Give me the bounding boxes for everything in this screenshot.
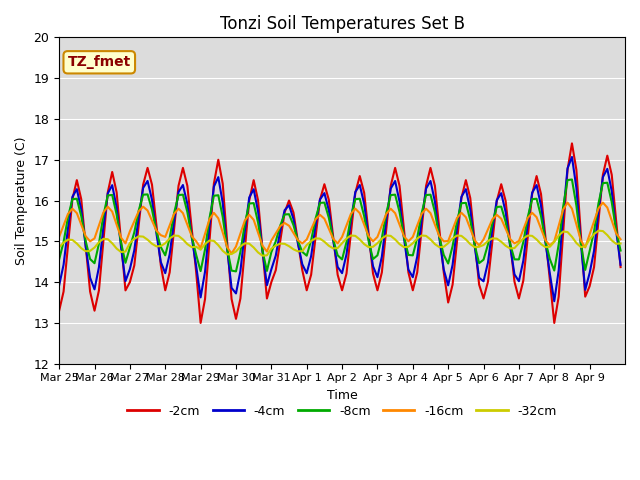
-2cm [351, 190, 359, 196]
-4cm [193, 264, 200, 269]
-4cm [550, 299, 558, 304]
Line: -32cm: -32cm [59, 231, 621, 256]
-4cm [537, 203, 545, 208]
-4cm [617, 262, 625, 268]
-16cm [290, 230, 298, 236]
Y-axis label: Soil Temperature (C): Soil Temperature (C) [15, 136, 28, 265]
-32cm [541, 244, 549, 250]
-8cm [290, 222, 298, 228]
-32cm [617, 240, 625, 246]
-2cm [55, 308, 63, 313]
-16cm [193, 239, 200, 244]
-16cm [351, 206, 359, 212]
-4cm [568, 154, 576, 160]
-16cm [599, 200, 607, 205]
Line: -2cm: -2cm [59, 144, 621, 323]
-32cm [351, 233, 359, 239]
X-axis label: Time: Time [326, 389, 358, 402]
-32cm [193, 244, 200, 250]
Line: -8cm: -8cm [59, 180, 621, 271]
-2cm [599, 172, 607, 178]
-32cm [268, 246, 275, 252]
Title: Tonzi Soil Temperatures Set B: Tonzi Soil Temperatures Set B [220, 15, 465, 33]
-4cm [285, 202, 293, 208]
-32cm [259, 253, 266, 259]
-2cm [268, 279, 275, 285]
Text: TZ_fmet: TZ_fmet [68, 55, 131, 69]
-32cm [290, 246, 298, 252]
-16cm [55, 234, 63, 240]
-16cm [595, 205, 602, 211]
-16cm [228, 251, 236, 256]
-8cm [568, 177, 576, 182]
-8cm [55, 256, 63, 262]
-4cm [55, 282, 63, 288]
-8cm [351, 196, 359, 202]
-4cm [347, 218, 355, 224]
-4cm [599, 174, 607, 180]
-16cm [617, 237, 625, 242]
-8cm [193, 252, 200, 258]
-2cm [617, 264, 625, 270]
-8cm [268, 249, 275, 255]
-32cm [595, 228, 602, 234]
-8cm [599, 180, 607, 186]
-4cm [263, 282, 271, 288]
-2cm [196, 320, 204, 326]
-8cm [232, 268, 240, 274]
Line: -4cm: -4cm [59, 157, 621, 301]
Legend: -2cm, -4cm, -8cm, -16cm, -32cm: -2cm, -4cm, -8cm, -16cm, -32cm [122, 400, 562, 423]
-16cm [541, 238, 549, 243]
-2cm [568, 141, 576, 146]
-2cm [193, 269, 200, 275]
-2cm [541, 234, 549, 240]
-8cm [541, 238, 549, 244]
-32cm [599, 228, 607, 234]
-2cm [290, 210, 298, 216]
-8cm [617, 248, 625, 253]
Line: -16cm: -16cm [59, 203, 621, 253]
-16cm [268, 238, 275, 243]
-32cm [55, 244, 63, 250]
